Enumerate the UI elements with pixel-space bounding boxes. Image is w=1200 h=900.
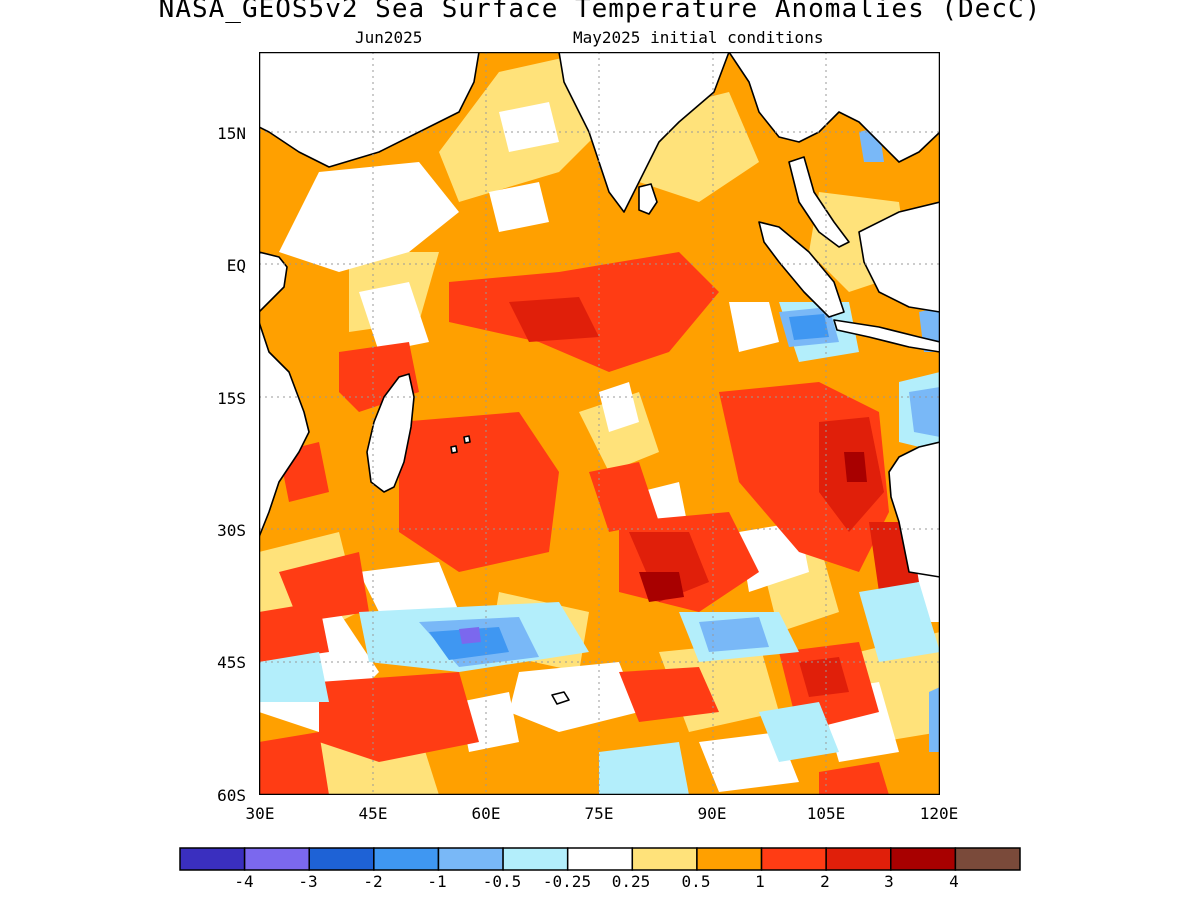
colorbar-label: 0.5: [681, 872, 711, 891]
land-madagascar: [366, 373, 415, 493]
anomaly-0.25-0.5-regions: [259, 52, 940, 795]
colorbar-label: 4: [949, 872, 959, 891]
colorbar-swatch: [566, 847, 634, 871]
initial-conditions: May2025 initial conditions: [573, 28, 824, 47]
colorbar-label: 0.25: [611, 872, 651, 891]
lat-label-45s: 45S: [217, 653, 246, 672]
land-africa-south: [259, 321, 310, 538]
lon-label-120e: 120E: [919, 804, 959, 823]
colorbar-swatch: [373, 847, 440, 871]
sst-anomaly-map: [259, 52, 940, 795]
land-mauritius: [463, 435, 471, 444]
lon-label-105e: 105E: [806, 804, 846, 823]
colorbar-label: -2: [363, 872, 383, 891]
lat-label-eq: EQ: [226, 256, 246, 275]
colorbar: [179, 847, 1021, 871]
colorbar-label: -0.5: [482, 872, 522, 891]
colorbar-label: 2: [820, 872, 830, 891]
land-malay-peninsula: [788, 156, 850, 248]
colorbar-label: 1: [755, 872, 765, 891]
land-reunion: [450, 445, 458, 454]
land-australia: [888, 441, 940, 578]
colorbar-label: -1: [427, 872, 447, 891]
lon-label-60e: 60E: [471, 804, 501, 823]
colorbar-swatch: [243, 847, 310, 871]
lon-label-30e: 30E: [245, 804, 275, 823]
lon-label-90e: 90E: [697, 804, 727, 823]
forecast-month: Jun2025: [355, 28, 423, 47]
anomaly-neg-1-regions: [429, 314, 829, 660]
gridlines: [259, 52, 940, 795]
lon-label-75e: 75E: [584, 804, 614, 823]
map-frame: [259, 52, 940, 795]
colorbar-swatch: [308, 847, 375, 871]
lon-label-45e: 45E: [358, 804, 388, 823]
colorbar-swatch: [825, 847, 892, 871]
land-sri-lanka: [638, 183, 658, 215]
land-east-africa: [259, 251, 288, 313]
land-java: [833, 319, 940, 353]
chart-title: NASA_GEOS5v2 Sea Surface Temperature Ano…: [158, 0, 1042, 24]
lat-label-60s: 60S: [217, 786, 246, 805]
lat-label-15n: 15N: [217, 124, 246, 143]
land-kerguelen: [551, 691, 570, 705]
lat-label-30s: 30S: [217, 521, 246, 540]
anomaly-neg-3-regions: [459, 627, 481, 644]
colorbar-swatch: [179, 847, 246, 871]
land-borneo: [858, 201, 940, 313]
colorbar-swatch: [696, 847, 763, 871]
colorbar-label: -3: [298, 872, 318, 891]
coastlines: [259, 52, 940, 705]
anomaly-3-4-regions: [639, 452, 867, 602]
colorbar-swatch: [760, 847, 827, 871]
colorbar-label: -0.25: [542, 872, 592, 891]
colorbar-swatch: [631, 847, 698, 871]
land-sumatra: [758, 221, 845, 318]
colorbar-label: 3: [884, 872, 894, 891]
colorbar-swatch: [502, 847, 569, 871]
colorbar-swatch: [890, 847, 957, 871]
land-arabia: [259, 52, 480, 168]
colorbar-swatch: [437, 847, 504, 871]
lat-label-15s: 15S: [217, 389, 246, 408]
land-indochina: [728, 52, 940, 163]
colorbar-label: -4: [234, 872, 254, 891]
colorbar-swatch: [954, 847, 1021, 871]
